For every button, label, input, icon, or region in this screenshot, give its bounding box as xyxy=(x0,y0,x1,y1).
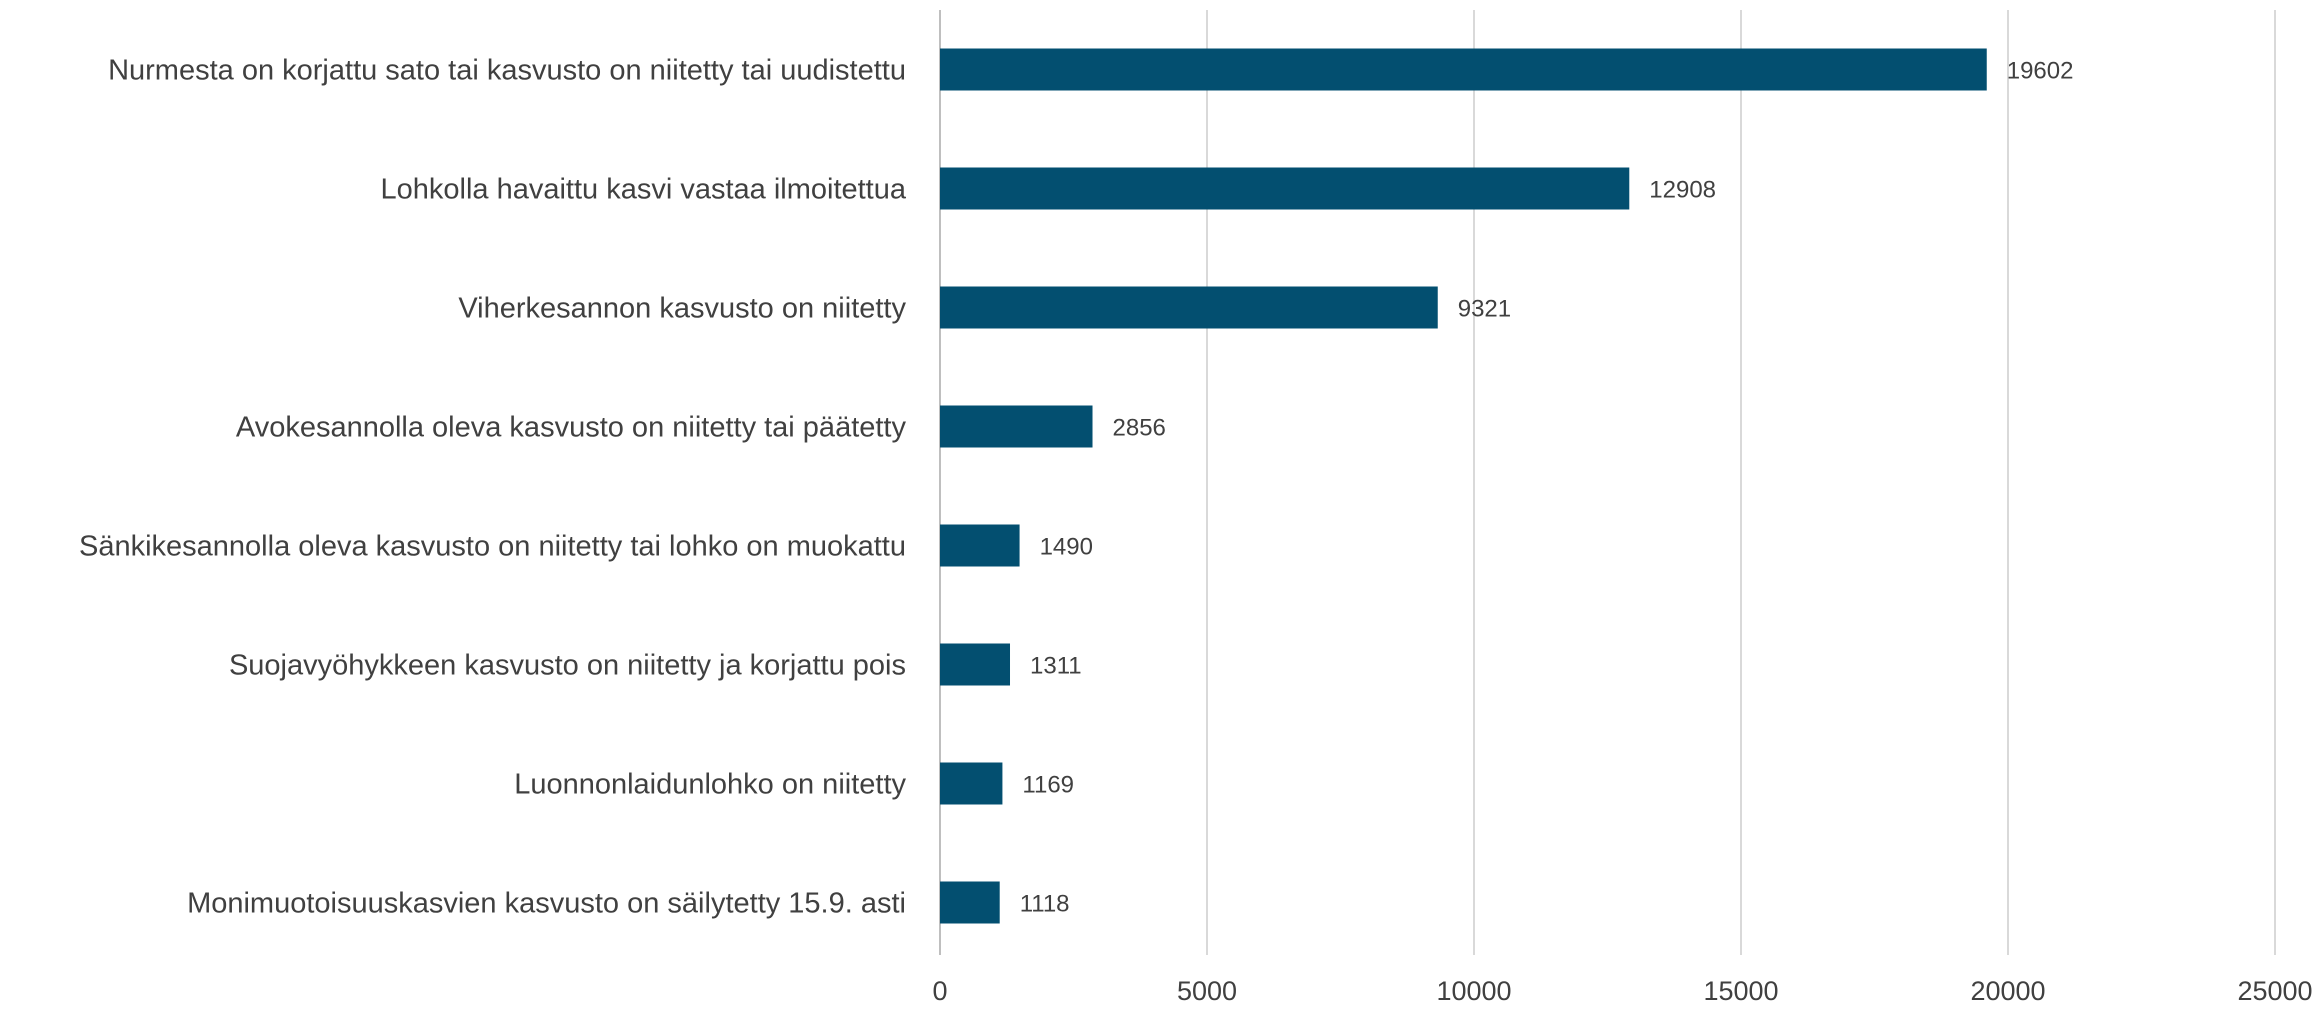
bar xyxy=(940,167,1630,210)
category-label: Nurmesta on korjattu sato tai kasvusto o… xyxy=(108,55,906,87)
data-labels: 19602 12908 9321 2856 1490 1311 1169 1118 xyxy=(1020,58,2074,918)
bar xyxy=(940,286,1438,329)
data-label: 1118 xyxy=(1020,891,1070,918)
gridlines xyxy=(939,10,2276,955)
x-tick-label: 0 xyxy=(932,976,947,1006)
bar xyxy=(940,881,1000,924)
category-label: Avokesannolla oleva kasvusto on niitetty… xyxy=(236,412,907,444)
data-label: 1311 xyxy=(1030,653,1082,680)
bar xyxy=(940,524,1020,567)
data-label: 1169 xyxy=(1022,772,1074,799)
x-axis-tick-labels: 0 5000 10000 15000 20000 25000 xyxy=(932,976,2312,1006)
bar xyxy=(940,48,1987,91)
x-tick-label: 5000 xyxy=(1177,976,1237,1006)
bar xyxy=(940,405,1093,448)
data-label: 1490 xyxy=(1040,534,1093,561)
data-label: 19602 xyxy=(2007,58,2074,85)
data-label: 9321 xyxy=(1458,296,1511,323)
x-tick-label: 20000 xyxy=(1970,976,2045,1006)
x-tick-label: 25000 xyxy=(2237,976,2312,1006)
category-label: Viherkesannon kasvusto on niitetty xyxy=(458,293,906,325)
category-label: Monimuotoisuuskasvien kasvusto on säilyt… xyxy=(187,888,906,920)
bars xyxy=(940,48,1987,924)
bar xyxy=(940,643,1011,686)
x-tick-label: 10000 xyxy=(1436,976,1511,1006)
category-label: Luonnonlaidunlohko on niitetty xyxy=(514,769,906,801)
category-labels: Nurmesta on korjattu sato tai kasvusto o… xyxy=(79,55,907,920)
data-label: 2856 xyxy=(1113,415,1166,442)
data-label: 12908 xyxy=(1649,177,1716,204)
x-tick-label: 15000 xyxy=(1703,976,1778,1006)
category-label: Suojavyöhykkeen kasvusto on niitetty ja … xyxy=(229,650,906,682)
bar xyxy=(940,762,1003,805)
category-label: Lohkolla havaittu kasvi vastaa ilmoitett… xyxy=(380,174,906,206)
category-label: Sänkikesannolla oleva kasvusto on niitet… xyxy=(79,531,906,563)
